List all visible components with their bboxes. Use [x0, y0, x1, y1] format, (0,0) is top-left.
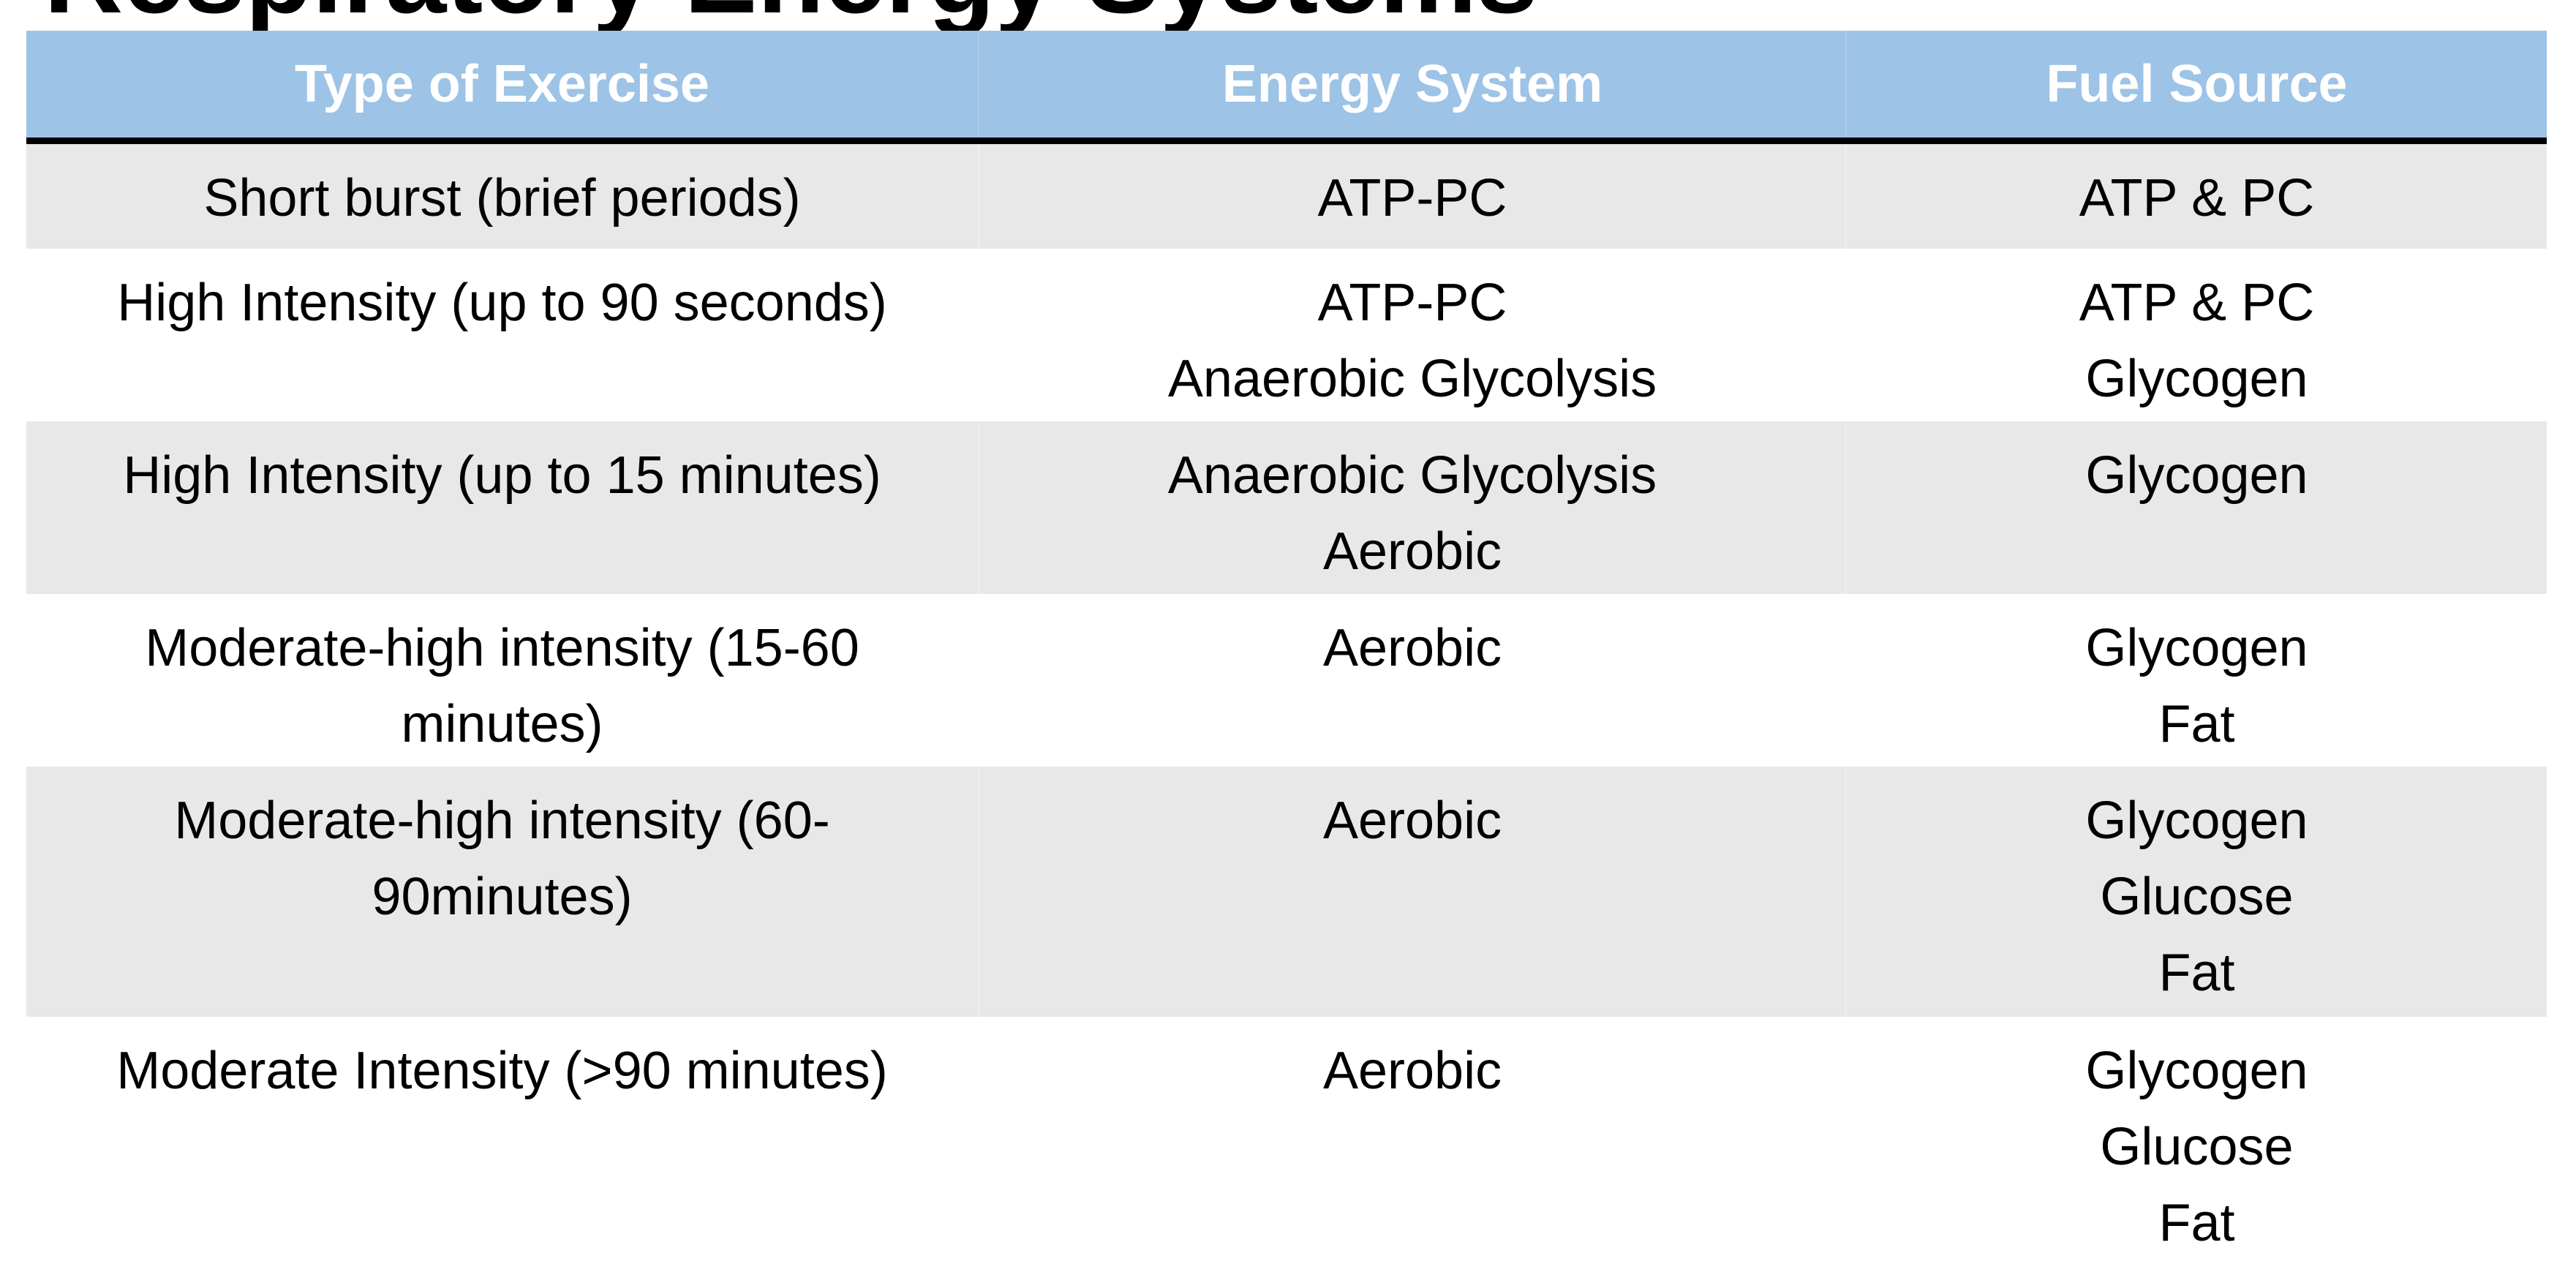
cell-fuel-source-line: Fat — [2158, 695, 2235, 753]
cell-energy-system-line: Aerobic — [1322, 1042, 1502, 1100]
cell-fuel-source-line: Fat — [2158, 1194, 2235, 1252]
cell-fuel-source-content: Glycogen Glucose Fat — [1847, 1033, 2547, 1261]
cell-fuel-source: Glycogen Fat — [1845, 594, 2547, 767]
table-body: Short burst (brief periods) ATP-PC ATP & P… — [26, 140, 2547, 1261]
cell-fuel-source-line: Glycogen — [2085, 1042, 2308, 1100]
cell-fuel-source-content: ATP & PC — [1847, 160, 2547, 236]
cell-energy-system: Aerobic — [978, 767, 1846, 1017]
cell-fuel-source-line: Glycogen — [2085, 350, 2308, 408]
cell-type-of-exercise-content: Moderate-high intensity (15-60 minutes) — [26, 610, 978, 762]
cell-type-of-exercise-content: Moderate Intensity (>90 minutes) — [26, 1033, 978, 1109]
cell-type-of-exercise: Moderate-high intensity (60- 90minutes) — [26, 767, 979, 1017]
table-header-row: Type of Exercise Energy System Fuel Sour… — [26, 31, 2547, 144]
cell-fuel-source-line: Glycogen — [2085, 791, 2308, 850]
cell-energy-system-content: ATP-PC — [979, 160, 1845, 236]
cell-type-of-exercise-content: Short burst (brief periods) — [26, 160, 978, 236]
table-row: High Intensity (up to 90 seconds) ATP-PC A… — [26, 249, 2547, 421]
cell-energy-system: ATP-PC — [978, 140, 1846, 249]
cell-energy-system: Aerobic — [978, 1017, 1846, 1261]
cell-fuel-source-line: Glycogen — [2085, 446, 2308, 505]
cell-type-of-exercise: Moderate-high intensity (15-60 minutes) — [26, 594, 979, 767]
cell-energy-system-content: Anaerobic Glycolysis Aerobic — [979, 437, 1845, 590]
cell-fuel-source-line: ATP & PC — [2079, 274, 2315, 332]
cell-type-of-exercise-content: High Intensity (up to 90 seconds) — [26, 265, 978, 341]
cell-energy-system-content: Aerobic — [979, 1033, 1845, 1109]
cell-energy-system: Anaerobic Glycolysis Aerobic — [978, 421, 1846, 594]
cell-energy-system-line: Aerobic — [1322, 619, 1502, 677]
table-row: Moderate-high intensity (15-60 minutes) Ae… — [26, 594, 2547, 767]
cell-energy-system: Aerobic — [978, 594, 1846, 767]
cell-fuel-source-content: Glycogen Fat — [1847, 610, 2547, 762]
cell-type-of-exercise-line: High Intensity (up to 90 seconds) — [117, 274, 887, 332]
cell-fuel-source: Glycogen — [1845, 421, 2547, 594]
table-row: High Intensity (up to 15 minutes) Anaerob… — [26, 421, 2547, 594]
cell-fuel-source-content: Glycogen Glucose Fat — [1847, 783, 2547, 1011]
cell-energy-system-content: ATP-PC Anaerobic Glycolysis — [979, 265, 1845, 417]
table-row: Moderate Intensity (>90 minutes) Aerobic G… — [26, 1017, 2547, 1261]
energy-systems-table: Type of Exercise Energy System Fuel Sour… — [26, 31, 2547, 1261]
table-row: Moderate-high intensity (60- 90minutes) Ae… — [26, 767, 2547, 1017]
cell-type-of-exercise-line: minutes) — [401, 695, 603, 753]
cell-type-of-exercise: Short burst (brief periods) — [26, 140, 979, 249]
cell-type-of-exercise: Moderate Intensity (>90 minutes) — [26, 1017, 979, 1261]
cell-fuel-source: Glycogen Glucose Fat — [1845, 1017, 2547, 1261]
cell-type-of-exercise-line: High Intensity (up to 15 minutes) — [123, 446, 881, 505]
cell-fuel-source-content: Glycogen — [1847, 437, 2547, 514]
cell-fuel-source-line: Glucose — [2100, 1118, 2294, 1176]
column-header-energy-system: Energy System — [978, 31, 1846, 144]
cell-fuel-source-line: Glycogen — [2085, 619, 2308, 677]
cell-type-of-exercise-line: Short burst (brief periods) — [203, 168, 801, 227]
cell-energy-system-line: Anaerobic Glycolysis — [1167, 350, 1657, 408]
cell-energy-system-line: ATP-PC — [1317, 274, 1507, 332]
cell-fuel-source-content: ATP & PC Glycogen — [1847, 265, 2547, 417]
cell-energy-system-line: ATP-PC — [1317, 168, 1507, 227]
cell-type-of-exercise: High Intensity (up to 90 seconds) — [26, 249, 979, 421]
cell-type-of-exercise-content: High Intensity (up to 15 minutes) — [26, 437, 978, 514]
cell-energy-system-content: Aerobic — [979, 610, 1845, 686]
cell-energy-system-line: Anaerobic Glycolysis — [1167, 446, 1657, 505]
cell-fuel-source: ATP & PC Glycogen — [1845, 249, 2547, 421]
cell-fuel-source-line: ATP & PC — [2079, 168, 2315, 227]
cell-fuel-source: ATP & PC — [1845, 140, 2547, 249]
cell-fuel-source-line: Glucose — [2100, 868, 2294, 926]
energy-systems-table-container: Type of Exercise Energy System Fuel Sour… — [26, 31, 2547, 1261]
cell-type-of-exercise-line: Moderate-high intensity (15-60 — [145, 619, 859, 677]
cell-type-of-exercise-line: Moderate-high intensity (60- — [174, 791, 830, 850]
cell-type-of-exercise-line: Moderate Intensity (>90 minutes) — [116, 1042, 888, 1100]
cell-energy-system: ATP-PC Anaerobic Glycolysis — [978, 249, 1846, 421]
cell-energy-system-content: Aerobic — [979, 783, 1845, 859]
cell-type-of-exercise-line: 90minutes) — [372, 868, 633, 926]
column-header-fuel-source: Fuel Source — [1845, 31, 2547, 144]
cell-type-of-exercise: High Intensity (up to 15 minutes) — [26, 421, 979, 594]
column-header-type-of-exercise: Type of Exercise — [26, 31, 979, 144]
cell-type-of-exercise-content: Moderate-high intensity (60- 90minutes) — [26, 783, 978, 935]
page-title: Respiratory Energy Systems — [44, 0, 1538, 29]
cell-energy-system-line: Aerobic — [1322, 791, 1502, 850]
table-row: Short burst (brief periods) ATP-PC ATP & P… — [26, 140, 2547, 249]
cell-energy-system-line: Aerobic — [1322, 522, 1502, 581]
cell-fuel-source-line: Fat — [2158, 944, 2235, 1002]
cell-fuel-source: Glycogen Glucose Fat — [1845, 767, 2547, 1017]
